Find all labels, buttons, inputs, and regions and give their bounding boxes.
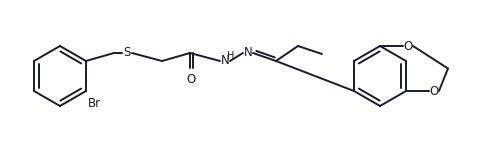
Text: H: H bbox=[227, 51, 235, 61]
Text: S: S bbox=[123, 47, 131, 59]
Text: O: O bbox=[187, 73, 195, 86]
Text: O: O bbox=[429, 85, 438, 97]
Text: O: O bbox=[404, 40, 412, 52]
Text: Br: Br bbox=[88, 97, 101, 110]
Text: N: N bbox=[220, 55, 229, 67]
Text: N: N bbox=[244, 47, 252, 59]
